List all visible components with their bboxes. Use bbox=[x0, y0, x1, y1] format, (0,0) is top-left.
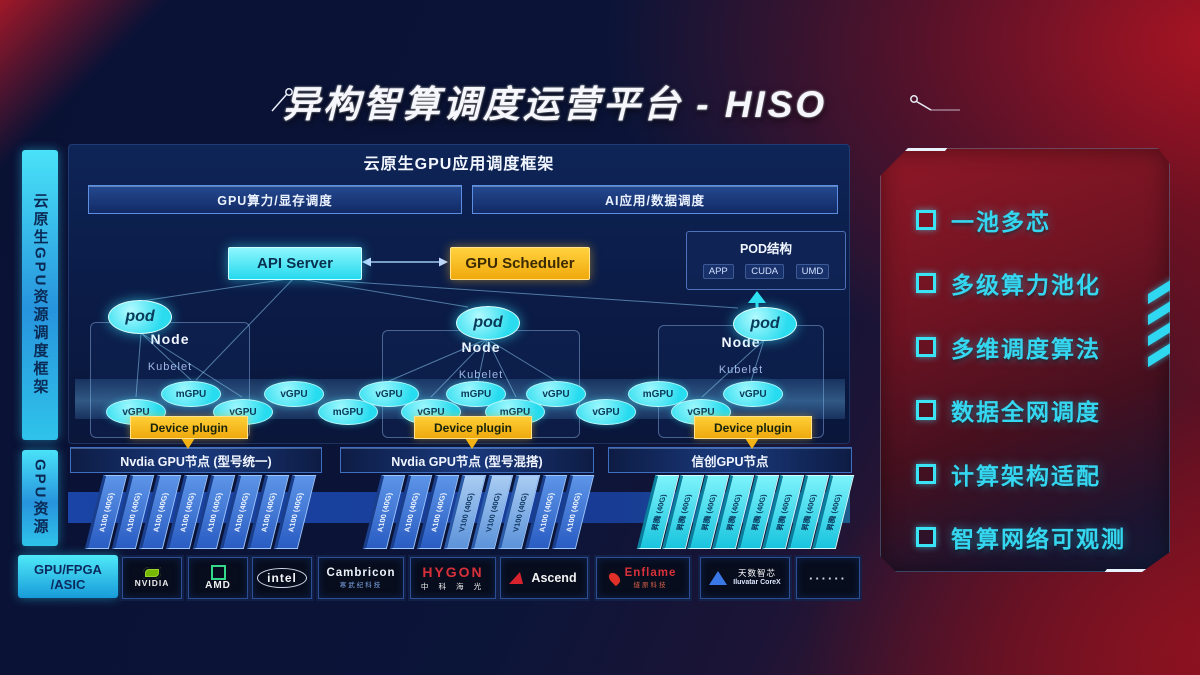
pod-ellipse-2: pod bbox=[456, 306, 520, 340]
square-bullet-icon bbox=[916, 400, 936, 420]
pod-structure-panel: POD结构 APP CUDA UMD bbox=[686, 231, 846, 290]
feature-item: 一池多芯 bbox=[916, 188, 1126, 252]
vendor-nvidia: NVIDIA bbox=[122, 557, 182, 599]
square-bullet-icon bbox=[916, 273, 936, 293]
square-bullet-icon bbox=[916, 464, 936, 484]
pod-item-app: APP bbox=[702, 264, 734, 279]
feature-item: 数据全网调度 bbox=[916, 379, 1126, 443]
square-bullet-icon bbox=[916, 210, 936, 230]
page-title: 异构智算调度运营平台 - HISO bbox=[282, 84, 828, 125]
rail-cloud-native-framework: 云原生GPU资源调度框架 bbox=[22, 150, 58, 440]
gpu-slice: vGPU bbox=[264, 381, 324, 407]
feature-item: 计算架构适配 bbox=[916, 442, 1126, 506]
group-bar-3-label: 信创GPU节点 bbox=[691, 454, 769, 469]
ascend-logo-icon bbox=[509, 572, 528, 584]
pod-item-cuda: CUDA bbox=[745, 264, 785, 279]
pod-ellipse-1: pod bbox=[108, 300, 172, 334]
device-plugin-2: Device plugin bbox=[414, 416, 532, 439]
node-3-title: Node bbox=[721, 334, 761, 350]
vendor-intel: intel bbox=[252, 557, 312, 599]
feature-item: 智算网络可观测 bbox=[916, 506, 1126, 570]
vendor-ascend: Ascend bbox=[500, 557, 588, 599]
gpu-scheduler-box: GPU Scheduler bbox=[450, 247, 590, 280]
bar-gpu-compute-label: GPU算力/显存调度 bbox=[217, 194, 333, 208]
feature-list: 一池多芯 多级算力池化 多维调度算法 数据全网调度 计算架构适配 智算网络可观测 bbox=[916, 188, 1126, 569]
vendor-enflame: Enflame 燧原科技 bbox=[596, 557, 690, 599]
pod-ellipse-3: pod bbox=[733, 307, 797, 341]
bar-ai-data-scheduling: AI应用/数据调度 bbox=[472, 185, 838, 214]
group-bar-1-label: Nvdia GPU节点 (型号统一) bbox=[120, 454, 272, 469]
device-plugin-1: Device plugin bbox=[130, 416, 248, 439]
api-server-box: API Server bbox=[228, 247, 362, 280]
gpu-slice: vGPU bbox=[526, 381, 586, 407]
group-bar-xinchuang: 信创GPU节点 bbox=[608, 447, 852, 473]
feature-panel: 一池多芯 多级算力池化 多维调度算法 数据全网调度 计算架构适配 智算网络可观测 bbox=[880, 148, 1170, 572]
nvidia-logo-icon bbox=[143, 567, 161, 580]
feature-item: 多维调度算法 bbox=[916, 315, 1126, 379]
pod-structure-title: POD结构 bbox=[739, 242, 793, 256]
intel-logo-icon: intel bbox=[257, 568, 307, 588]
group-bar-nvidia-mixed: Nvdia GPU节点 (型号混搭) bbox=[340, 447, 594, 473]
feature-item: 多级算力池化 bbox=[916, 252, 1126, 316]
rail-framework-label: 云原生GPU资源调度框架 bbox=[31, 193, 49, 397]
node-3-kubelet: Kubelet bbox=[718, 364, 764, 376]
vendor-more: ······ bbox=[796, 557, 860, 599]
node-1-title: Node bbox=[150, 331, 190, 347]
gpu-slice: vGPU bbox=[723, 381, 783, 407]
square-bullet-icon bbox=[916, 337, 936, 357]
gpu-slice: mGPU bbox=[318, 399, 378, 425]
bar-gpu-compute-scheduling: GPU算力/显存调度 bbox=[88, 185, 462, 214]
gpu-slice: mGPU bbox=[161, 381, 221, 407]
gpu-slice: vGPU bbox=[576, 399, 636, 425]
panel-corner-accent bbox=[885, 148, 948, 177]
iluvatar-logo-icon bbox=[709, 571, 728, 585]
enflame-logo-icon bbox=[606, 570, 622, 586]
chip-line1: GPU/FPGA bbox=[34, 561, 102, 577]
vendor-cambricon: Cambricon 寒武纪科技 bbox=[318, 557, 404, 599]
rail-gpu-label: GPU资源 bbox=[31, 459, 49, 537]
vendor-iluvatar: 天数智芯 Iluvatar CoreX bbox=[700, 557, 790, 599]
chip-types-box: GPU/FPGA /ASIC bbox=[18, 555, 118, 598]
group-bar-nvidia-uniform: Nvdia GPU节点 (型号统一) bbox=[70, 447, 322, 473]
chip-line2: /ASIC bbox=[50, 576, 86, 592]
bar-ai-data-label: AI应用/数据调度 bbox=[605, 194, 705, 208]
group-bar-2-label: Nvdia GPU节点 (型号混搭) bbox=[391, 454, 543, 469]
vendor-hygon: HYGON 中 科 海 光 bbox=[410, 557, 496, 599]
node-2-title: Node bbox=[461, 339, 501, 355]
vendor-amd: AMD bbox=[188, 557, 248, 599]
framework-title: 云原生GPU应用调度框架 bbox=[363, 156, 555, 173]
node-1-kubelet: Kubelet bbox=[147, 361, 193, 373]
pod-structure-items: APP CUDA UMD bbox=[687, 264, 845, 279]
device-plugin-3: Device plugin bbox=[694, 416, 812, 439]
rail-gpu-resource: GPU资源 bbox=[22, 450, 58, 546]
amd-logo-icon bbox=[210, 565, 226, 580]
pod-item-umd: UMD bbox=[795, 264, 830, 279]
square-bullet-icon bbox=[916, 527, 936, 547]
hazard-stripes-decoration bbox=[1148, 286, 1174, 359]
